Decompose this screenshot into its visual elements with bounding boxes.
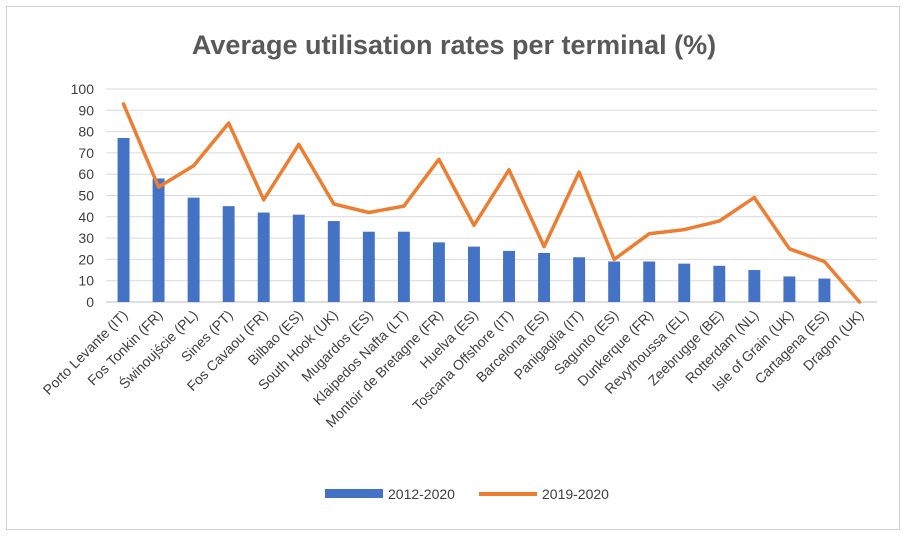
point-zeebrugge-be (717, 219, 721, 223)
bar-fos-tonkin-fr (152, 178, 165, 302)
chart: Average utilisation rates per terminal (… (40, 30, 877, 502)
y-tick-label-100: 100 (71, 81, 95, 97)
point-revythoussa-el (682, 228, 686, 232)
bar-huelva-es (468, 246, 480, 302)
point-mugardos-es (367, 211, 371, 215)
bar-dunkerque-fr (643, 261, 656, 302)
bar-mugardos-es (362, 231, 375, 302)
y-tick-label-50: 50 (78, 188, 94, 204)
point-fos-cavaou-fr (262, 198, 266, 202)
bar-revythoussa-el (678, 263, 691, 302)
point-isle-of-grain-uk (787, 247, 791, 251)
bar-zeebrugge-be (713, 265, 726, 302)
bar-isle-of-grain-uk (783, 276, 796, 302)
point-dunkerque-fr (647, 232, 651, 236)
chart-title: Average utilisation rates per terminal (… (192, 30, 716, 60)
line-series (121, 102, 862, 304)
bar-cartagena-es (818, 278, 831, 302)
bar-montoir-de-bretagne-fr (432, 242, 445, 302)
point-rotterdam-nl (752, 196, 756, 200)
bar-porto-levante-it (117, 137, 130, 302)
line-2019-2020 (121, 102, 862, 304)
y-tick-label-90: 90 (78, 102, 94, 118)
y-tick-label-20: 20 (78, 251, 94, 267)
y-axis-ticks: 0 10 20 30 40 50 60 70 80 90 100 (71, 81, 95, 310)
bar-bilbao-es (292, 214, 305, 302)
bar-south-hook-uk (327, 221, 340, 302)
legend-label-2019-2020: 2019-2020 (542, 486, 609, 502)
point-porto-levante-it (122, 102, 126, 106)
point-south-hook-uk (332, 202, 336, 206)
bar-sines-pt (222, 206, 235, 302)
point-montoir-de-bretagne-fr (437, 157, 441, 161)
y-tick-label-40: 40 (78, 209, 94, 225)
point-fos-tonkin-fr (157, 185, 161, 189)
bar-series (117, 137, 831, 302)
point-dragon-uk (857, 300, 861, 304)
point-klaipedos-nafta-lt (402, 204, 406, 208)
bar-klaipedos-nafta-lt (397, 231, 410, 302)
point-panigaglia-it (577, 170, 581, 174)
legend-label-2012-2020: 2012-2020 (388, 486, 455, 502)
point-huelva-es (472, 223, 476, 227)
point-cartagena-es (822, 260, 826, 264)
chart-frame: Average utilisation rates per terminal (… (6, 6, 900, 530)
point-sines-pt (227, 121, 231, 125)
point-barcelona-es (542, 245, 546, 249)
bar-barcelona-es (538, 253, 551, 302)
y-tick-label-10: 10 (78, 273, 94, 289)
point-sagunto-es (612, 257, 616, 261)
bar-fos-cavaou-fr (257, 212, 270, 302)
x-axis-labels: Porto Levante (IT)Fos Tonkin (FR)Świnouj… (40, 306, 867, 430)
bar-panigaglia-it (573, 257, 586, 302)
point-winouj-cie-pl (192, 164, 196, 168)
legend-swatch-2012-2020 (325, 489, 383, 498)
bar-sagunto-es (608, 261, 621, 302)
point-toscana-offshore-it (507, 168, 511, 172)
bar-toscana-offshore-it (503, 250, 515, 302)
point-bilbao-es (297, 142, 301, 146)
y-tick-label-30: 30 (78, 230, 94, 246)
y-tick-label-70: 70 (78, 145, 94, 161)
bar-rotterdam-nl (748, 270, 761, 302)
y-tick-label-0: 0 (86, 294, 94, 310)
y-tick-label-60: 60 (78, 166, 94, 182)
y-tick-label-80: 80 (78, 124, 94, 140)
bar-winouj-cie-pl (187, 197, 200, 302)
legend: 2012-2020 2019-2020 (325, 486, 609, 502)
